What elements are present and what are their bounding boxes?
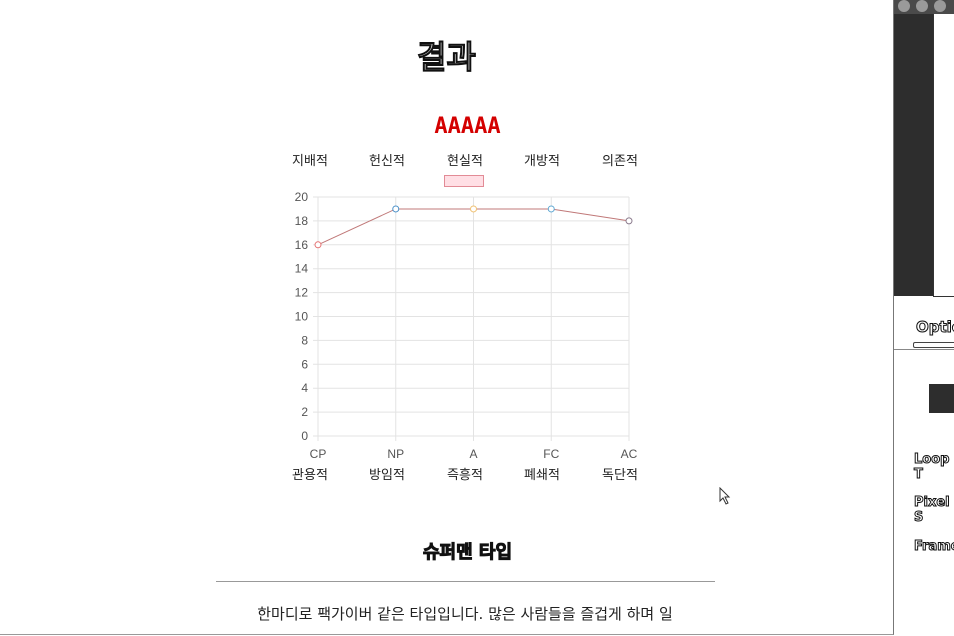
y-tick-label: 20	[295, 190, 309, 204]
y-tick-label: 4	[301, 381, 308, 395]
y-tick-label: 12	[295, 286, 309, 300]
divider	[216, 581, 715, 582]
trait-bottom-5: 독단적	[590, 464, 650, 483]
y-tick-label: 0	[301, 429, 308, 443]
side-hr	[894, 349, 954, 350]
window-dot-icon[interactable]	[898, 0, 910, 12]
y-tick-label: 6	[301, 357, 308, 371]
data-point	[471, 206, 477, 212]
side-divider	[933, 296, 954, 297]
side-label-loop: Loop T	[914, 452, 954, 482]
type-description: 한마디로 팩가이버 같은 타입입니다. 많은 사람들을 즐겁게 하며 일	[0, 603, 930, 624]
x-tick-label: FC	[543, 447, 559, 461]
options-tab[interactable]: Optio	[916, 318, 954, 336]
y-tick-label: 16	[295, 238, 309, 252]
data-point	[315, 242, 321, 248]
y-tick-label: 18	[295, 214, 309, 228]
window-dot-icon[interactable]	[934, 0, 946, 12]
type-name: 슈퍼맨 타입	[0, 538, 935, 564]
x-tick-label: CP	[310, 447, 327, 461]
trait-bottom-3: 즉흥적	[435, 464, 495, 483]
side-label-pixel: Pixel S	[914, 495, 954, 525]
y-tick-label: 10	[295, 310, 309, 324]
x-tick-label: NP	[387, 447, 404, 461]
result-line-chart: 0 2 4 6 8 10 12 14 16 18 20 CP NP A FC AC	[0, 0, 893, 500]
side-titlebar	[894, 0, 954, 14]
side-color-block[interactable]	[929, 384, 954, 413]
data-point	[626, 218, 632, 224]
data-point	[548, 206, 554, 212]
trait-bottom-2: 방임적	[357, 464, 417, 483]
x-tick-label: A	[469, 447, 477, 461]
y-tick-label: 2	[301, 405, 308, 419]
side-preview	[894, 14, 934, 296]
y-tick-label: 14	[295, 262, 309, 276]
data-point	[393, 206, 399, 212]
options-tab-indicator	[913, 342, 954, 348]
window-dot-icon[interactable]	[916, 0, 928, 12]
side-frame	[933, 14, 954, 296]
trait-bottom-4: 폐쇄적	[512, 464, 572, 483]
main-window: 결과 AAAAA 지배적 헌신적 현실적 개방적 의존적 0 2 4 6 8 10 12 14…	[0, 0, 894, 635]
x-tick-label: AC	[621, 447, 638, 461]
trait-bottom-1: 관용적	[280, 464, 340, 483]
mouse-cursor-icon	[719, 487, 731, 505]
y-tick-label: 8	[301, 333, 308, 347]
side-label-frame: Frame	[914, 539, 954, 554]
